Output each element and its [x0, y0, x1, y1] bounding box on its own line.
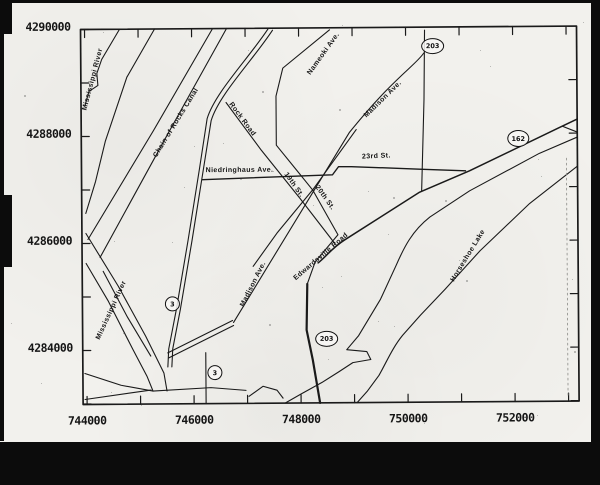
scan-border-right: [591, 0, 600, 443]
scan-border-bottom: [0, 442, 600, 485]
y-axis-tick-label: 4286000: [26, 233, 73, 248]
bottom-left-line-4: [248, 385, 284, 399]
road-madison-ave: [233, 52, 425, 324]
bottom-left-line-1: [84, 372, 154, 392]
bottom-left-line-3: [152, 387, 247, 392]
scan-speck: [541, 176, 542, 177]
canal-west-bank: [87, 28, 214, 241]
scan-blob-top-left: [0, 0, 12, 34]
scan-speck: [11, 323, 12, 324]
axis-ticks: [79, 25, 580, 406]
route-shield: 3: [207, 365, 223, 381]
scan-speck: [393, 197, 395, 199]
river-lower-line-1: [85, 232, 168, 392]
scan-speck: [141, 405, 142, 406]
scan-speck: [111, 392, 112, 393]
scan-speck: [368, 191, 369, 192]
scan-speck: [466, 280, 468, 282]
route-shield: 162: [507, 129, 530, 148]
scan-speck: [329, 346, 330, 347]
river-lower-line-3: [102, 270, 152, 357]
map-label: Niedringhaus Ave.: [205, 166, 274, 175]
scan-blob-left-mid: [0, 195, 12, 267]
scan-speck: [490, 66, 491, 67]
scan-speck: [322, 287, 323, 288]
river-upper-line-2: [85, 28, 156, 215]
y-axis-tick-label: 4284000: [27, 340, 73, 355]
bottom-left-line-2: [84, 389, 152, 401]
scan-speck: [388, 234, 389, 235]
scan-speck: [123, 333, 124, 334]
scan-speck: [273, 171, 274, 172]
scan-speck: [583, 22, 584, 23]
scan-speck: [341, 276, 342, 277]
scan-speck: [394, 326, 395, 327]
scan-speck: [574, 351, 576, 353]
x-axis-tick-label: 746000: [174, 412, 214, 427]
scan-speck: [194, 146, 195, 147]
scan-speck: [572, 279, 573, 280]
scan-speck: [223, 143, 224, 144]
route-shield: 3: [164, 296, 180, 312]
scan-speck: [480, 50, 481, 51]
scan-speck: [103, 32, 104, 33]
x-axis-tick-label: 748000: [281, 411, 321, 427]
scan-speck: [172, 242, 173, 243]
scan-speck: [339, 109, 341, 111]
scan-speck: [538, 159, 539, 160]
scan-speck: [24, 95, 26, 97]
y-axis-tick-label: 4290000: [25, 19, 71, 34]
road-niedringhaus-23rd: [201, 165, 467, 181]
road-route3-branch-1: [167, 319, 234, 354]
scan-fold-line: [566, 157, 569, 397]
map-label: 23rd St.: [361, 152, 391, 161]
route-shield: 203: [421, 37, 445, 55]
road-route3-line-1: [167, 27, 270, 368]
y-axis-tick-label: 4288000: [26, 126, 72, 141]
road-highway-ne: [317, 118, 578, 264]
scan-speck: [114, 241, 115, 242]
scan-speck: [459, 260, 460, 261]
road-19th-st: [252, 129, 357, 267]
road-highway-fork: [561, 125, 578, 133]
map-frame: [79, 25, 580, 406]
road-edwardsville-south: [305, 282, 322, 404]
road-route3-line-2: [171, 29, 274, 368]
x-axis-tick-label: 744000: [67, 413, 107, 428]
scan-speck: [378, 321, 379, 322]
scan-speck: [313, 205, 314, 206]
scan-speck: [248, 50, 249, 51]
route-shield: 203: [315, 330, 339, 347]
scan-speck: [262, 91, 264, 93]
river-lower-line-2: [85, 262, 154, 392]
scan-speck: [46, 133, 47, 134]
scan-speck: [342, 25, 343, 26]
scan-speck: [298, 36, 299, 37]
scan-speck: [328, 359, 329, 360]
road-nameoki-vertical: [421, 29, 426, 192]
scan-speck: [445, 200, 447, 202]
scan-speck: [258, 281, 259, 282]
scan-speck: [505, 420, 506, 421]
scan-speck: [240, 178, 242, 180]
canal-east-bank: [99, 27, 228, 258]
x-axis-tick-label: 750000: [388, 411, 428, 426]
lake-west-shore: [284, 136, 578, 404]
scan-speck: [184, 187, 185, 188]
x-axis-tick-label: 752000: [495, 410, 535, 425]
river-upper-line-1: [84, 28, 121, 107]
scan-speck: [537, 415, 538, 416]
road-route3-branch-2: [168, 324, 235, 359]
lake-east-shore: [356, 165, 579, 404]
scan-speck: [269, 324, 271, 326]
road-rock-road: [225, 101, 336, 245]
scan-border-top: [0, 0, 600, 3]
scan-speck: [424, 423, 425, 424]
scan-speck: [41, 383, 42, 384]
road-nameoki-20th-edwardsville: [275, 29, 339, 285]
